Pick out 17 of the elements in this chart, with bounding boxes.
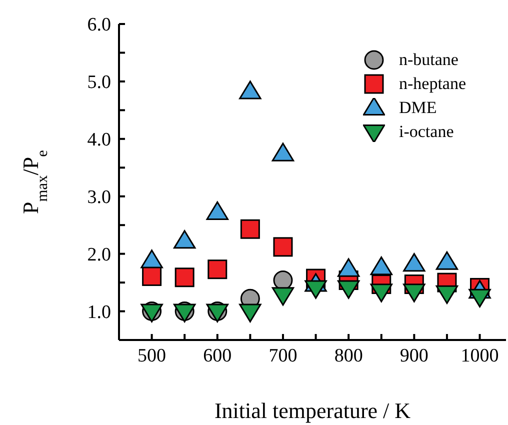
x-tick-label: 600: [203, 345, 232, 366]
x-axis-title: Initial temperature / K: [214, 398, 411, 423]
x-tick-label: 900: [400, 345, 428, 366]
x-tick-label: 800: [334, 345, 363, 366]
y-tick-label: 2.0: [87, 244, 111, 266]
legend-label: n-butane: [399, 50, 458, 70]
y-tick-label: 1.0: [87, 302, 111, 324]
legend-label: i-octane: [399, 122, 454, 142]
x-tick-label: 700: [268, 345, 298, 366]
y-tick-label: 4.0: [87, 130, 111, 151]
y-tick-label: 3.0: [87, 187, 111, 208]
y-tick-label: 5.0: [87, 72, 111, 94]
y-tick-label: 6.0: [87, 14, 111, 36]
x-tick-label: 1000: [460, 345, 499, 366]
legend-label: DME: [399, 98, 437, 118]
legend-label: n-heptane: [399, 74, 466, 94]
x-tick-label: 500: [138, 345, 166, 366]
